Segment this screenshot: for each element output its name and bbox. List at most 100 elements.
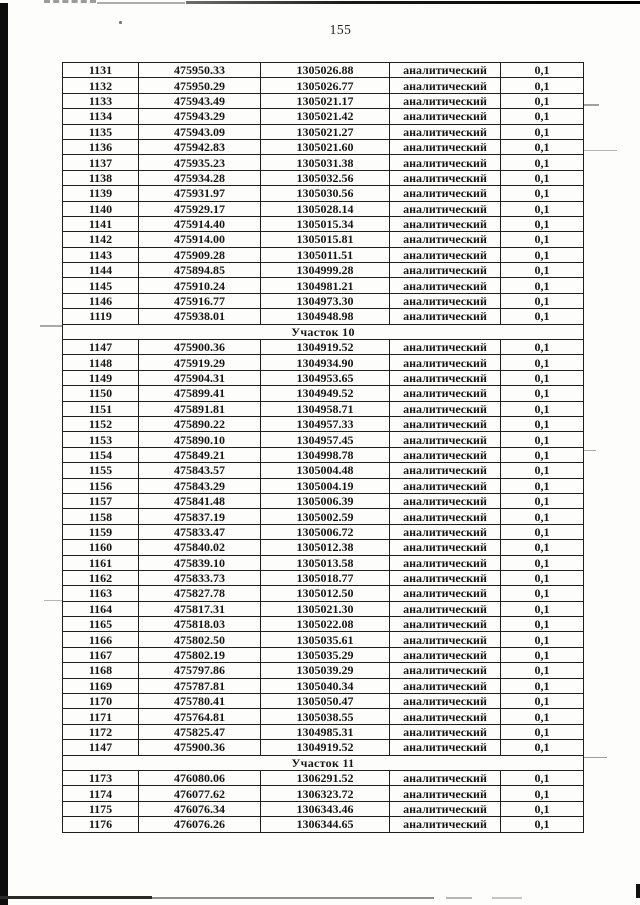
table-row: 1173 476080.06 1306291.52 аналитический 0,1: [62, 769, 584, 787]
table-cell: 1175: [62, 800, 139, 818]
table-cell: 1304919.52: [260, 739, 390, 756]
table-cell: 1142: [62, 231, 139, 248]
table-cell: аналитический: [389, 123, 501, 140]
table-cell: 1305012.50: [260, 585, 390, 602]
table-cell: 475943.29: [138, 108, 261, 125]
table-row: 1168 475797.86 1305039.29 аналитический 0,1: [62, 662, 584, 679]
table-cell: 1133: [62, 92, 139, 110]
table-cell: 0,1: [500, 816, 584, 833]
table-cell: 476076.34: [138, 800, 261, 818]
table-cell: аналитический: [389, 677, 501, 695]
table-cell: 475797.86: [138, 662, 261, 679]
table-cell: 0,1: [500, 569, 584, 587]
table-cell: аналитический: [389, 600, 501, 618]
table-row: 1140 475929.17 1305028.14 аналитический 0,1: [62, 200, 584, 217]
table-cell: 475890.22: [138, 415, 261, 433]
table-cell: 1305004.48: [260, 462, 390, 479]
table-cell: 1119: [62, 308, 139, 325]
table-row: 1132 475950.29 1305026.77 аналитический 0,1: [62, 77, 584, 94]
table-cell: 1306344.65: [260, 816, 390, 833]
table-cell: 0,1: [500, 662, 584, 679]
table-cell: 0,1: [500, 693, 584, 710]
table-row: 1142 475914.00 1305015.81 аналитический 0,1: [62, 231, 584, 248]
table-cell: 0,1: [500, 262, 584, 279]
table-cell: 1174: [62, 785, 139, 802]
scan-artifact-top-line: [186, 1, 640, 4]
table-cell: аналитический: [389, 154, 501, 171]
table-cell: 1304948.98: [260, 308, 390, 325]
table-cell: 1305015.34: [260, 215, 390, 233]
table-cell: аналитический: [389, 200, 501, 217]
table-cell: 475837.19: [138, 508, 261, 525]
table-cell: 0,1: [500, 369, 584, 387]
table-cell: 1143: [62, 246, 139, 264]
table-row: 1131 475950.33 1305026.88 аналитический 0,1: [62, 61, 584, 79]
table-cell: 1148: [62, 354, 139, 371]
table-cell: 1146: [62, 292, 139, 310]
table-cell: 1304957.33: [260, 415, 390, 433]
table-cell: 0,1: [500, 77, 584, 94]
table-row: 1165 475818.03 1305022.08 аналитический 0,1: [62, 616, 584, 633]
table-cell: 0,1: [500, 200, 584, 217]
table-row: 1160 475840.02 1305012.38 аналитический 0,1: [62, 539, 584, 556]
table-cell: 475839.10: [138, 554, 261, 571]
table-cell: 1305021.60: [260, 138, 390, 156]
table-row: 1169 475787.81 1305040.34 аналитический 0,1: [62, 677, 584, 695]
table-row: 1155 475843.57 1305004.48 аналитический 0,1: [62, 462, 584, 479]
table-cell: 475894.85: [138, 262, 261, 279]
table-cell: 1135: [62, 123, 139, 140]
table-cell: 1138: [62, 169, 139, 187]
table-cell: 0,1: [500, 123, 584, 140]
table-cell: 1176: [62, 816, 139, 833]
table-cell: 1171: [62, 708, 139, 725]
table-cell: 1305004.19: [260, 477, 390, 494]
table-cell: 1155: [62, 462, 139, 479]
table-cell: 0,1: [500, 785, 584, 802]
table-cell: 1134: [62, 108, 139, 125]
table-cell: 475833.73: [138, 569, 261, 587]
table-row: 1150 475899.41 1304949.52 аналитический 0,1: [62, 385, 584, 402]
table-cell: аналитический: [389, 339, 501, 356]
table-cell: 1305028.14: [260, 200, 390, 217]
table-cell: аналитический: [389, 77, 501, 94]
table-row: 1170 475780.41 1305050.47 аналитический 0,1: [62, 693, 584, 710]
table-cell: 1305006.39: [260, 492, 390, 510]
table-cell: 1139: [62, 185, 139, 202]
table-cell: 476077.62: [138, 785, 261, 802]
table-cell: аналитический: [389, 739, 501, 756]
table-cell: 1305012.38: [260, 539, 390, 556]
table-cell: 0,1: [500, 646, 584, 664]
table-cell: 0,1: [500, 708, 584, 725]
table-cell: 1304999.28: [260, 262, 390, 279]
table-cell: аналитический: [389, 462, 501, 479]
table-cell: 0,1: [500, 585, 584, 602]
table-cell: аналитический: [389, 354, 501, 371]
table-cell: 475934.28: [138, 169, 261, 187]
table-row: 1164 475817.31 1305021.30 аналитический 0,1: [62, 600, 584, 618]
scan-smudge: [40, 325, 62, 327]
table-cell: 1157: [62, 492, 139, 510]
table-cell: 475914.40: [138, 215, 261, 233]
table-cell: 1149: [62, 369, 139, 387]
table-body: 1131 475950.33 1305026.88 аналитический 0,1 1…: [62, 61, 584, 833]
table-cell: 1305018.77: [260, 569, 390, 587]
table-cell: аналитический: [389, 569, 501, 587]
table-row: 1166 475802.50 1305035.61 аналитический 0,1: [62, 631, 584, 648]
table-cell: аналитический: [389, 169, 501, 187]
table-cell: 1304957.45: [260, 431, 390, 448]
table-cell: 1173: [62, 769, 139, 787]
table-cell: аналитический: [389, 708, 501, 725]
table-cell: 0,1: [500, 554, 584, 571]
table-cell: 0,1: [500, 523, 584, 541]
table-cell: аналитический: [389, 477, 501, 494]
table-cell: аналитический: [389, 446, 501, 464]
table-cell: 1160: [62, 539, 139, 556]
table-cell: 475910.24: [138, 277, 261, 294]
table-cell: аналитический: [389, 785, 501, 802]
table-cell: 1166: [62, 631, 139, 648]
table-row: 1175 476076.34 1306343.46 аналитический 0,1: [62, 800, 584, 818]
table-cell: 1304998.78: [260, 446, 390, 464]
table-cell: 0,1: [500, 769, 584, 787]
table-cell: 1305031.38: [260, 154, 390, 171]
table-cell: 475802.19: [138, 646, 261, 664]
